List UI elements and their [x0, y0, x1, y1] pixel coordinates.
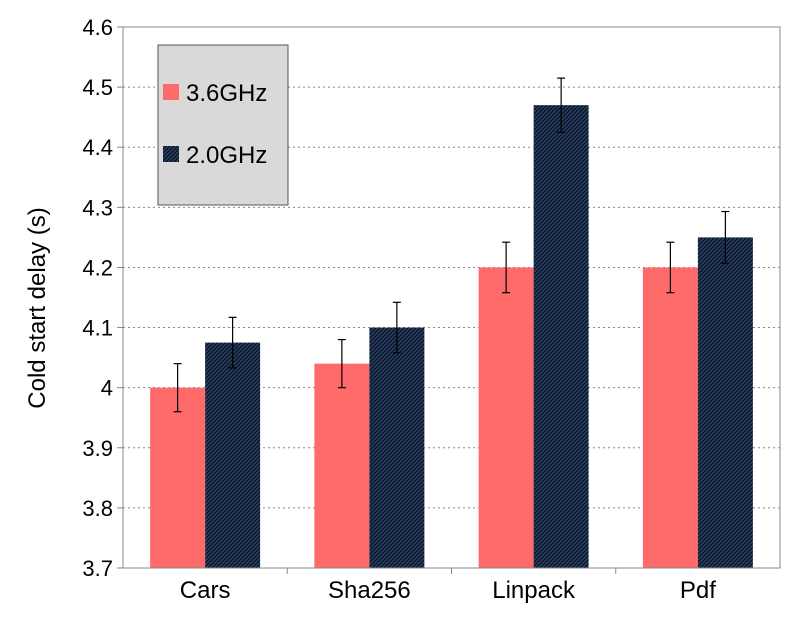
y-tick-label: 3.9 — [82, 436, 113, 461]
y-tick-label: 4.3 — [82, 195, 113, 220]
legend-box — [157, 44, 289, 206]
bar-2-0ghz-cars — [205, 342, 261, 568]
y-tick-label: 4 — [101, 376, 113, 401]
legend-swatch-2-0ghz — [163, 146, 179, 162]
y-tick-label: 4.5 — [82, 75, 113, 100]
y-tick-label: 3.7 — [82, 556, 113, 581]
bars — [150, 105, 753, 569]
y-axis-title: Cold start delay (s) — [24, 207, 51, 408]
bar-3-6ghz-pdf — [642, 267, 698, 568]
x-category-label: Sha256 — [328, 577, 411, 604]
y-tick-label: 4.1 — [82, 316, 113, 341]
axes — [117, 26, 781, 574]
bar-3-6ghz-linpack — [478, 267, 534, 568]
x-category-labels: Cars Sha256 Linpack Pdf — [180, 577, 716, 604]
bar-3-6ghz-sha256 — [314, 363, 370, 568]
legend-label-2-0ghz: 2.0GHz — [186, 142, 267, 169]
y-tick-label: 4.6 — [82, 15, 113, 40]
legend: 3.6GHz 2.0GHz — [157, 44, 289, 206]
bar-2-0ghz-sha256 — [369, 327, 425, 568]
y-tick-label: 3.8 — [82, 496, 113, 521]
y-tick-labels: 3.7 3.8 3.9 4 4.1 4.2 4.3 4.4 4.5 4.6 — [82, 15, 113, 581]
bar-3-6ghz-cars — [150, 387, 206, 568]
x-category-label: Pdf — [680, 577, 716, 604]
x-category-label: Linpack — [492, 577, 576, 604]
y-tick-label: 4.2 — [82, 255, 113, 280]
legend-swatch-3-6ghz — [163, 84, 179, 100]
legend-label-3-6ghz: 3.6GHz — [186, 80, 267, 107]
x-category-label: Cars — [180, 577, 231, 604]
y-tick-label: 4.4 — [82, 135, 113, 160]
bar-2-0ghz-linpack — [533, 105, 589, 569]
error-bars — [173, 77, 730, 413]
bar-2-0ghz-pdf — [697, 237, 753, 568]
plot-frame — [122, 26, 781, 569]
